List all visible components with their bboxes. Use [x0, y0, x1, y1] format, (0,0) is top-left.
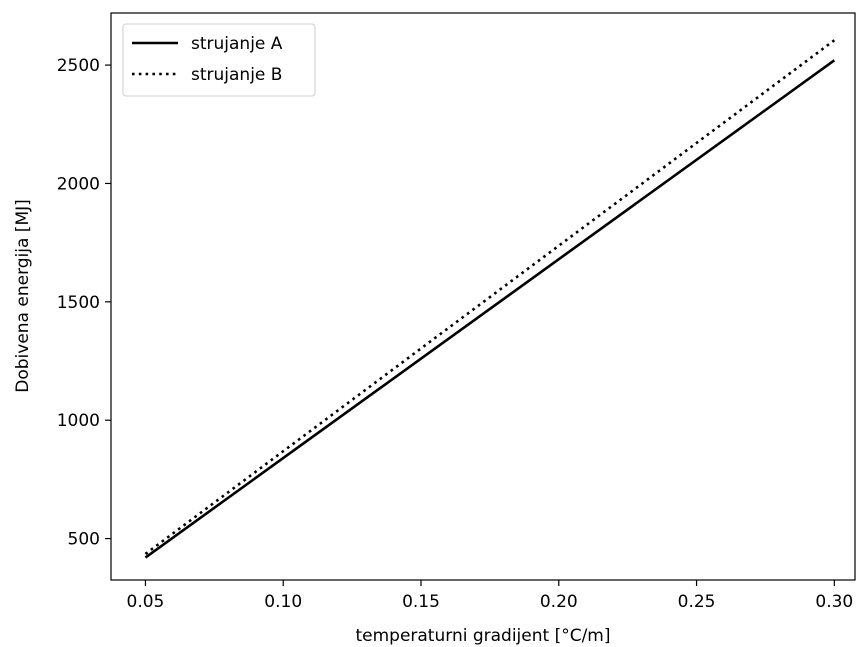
series-layer	[144, 39, 836, 559]
y-tick-label: 1000	[57, 411, 100, 431]
y-tick-label: 1500	[57, 293, 100, 313]
y-axis-label: Dobivena energija [MJ]	[13, 199, 33, 393]
plot-frame	[110, 12, 856, 581]
series-line-strujanje-b	[144, 39, 836, 556]
x-axis-label: temperaturni gradijent [°C/m]	[355, 626, 610, 646]
legend-label-strujanje-b: strujanje B	[191, 65, 282, 85]
ticks-layer: 0.05 0.10 0.15 0.20 0.25 0.30 500 1000 1500 2000 2…	[57, 56, 854, 612]
y-tick-label: 500	[68, 530, 100, 550]
x-tick-label: 0.30	[815, 592, 853, 612]
x-tick-label: 0.10	[264, 592, 302, 612]
x-tick-label: 0.05	[127, 592, 165, 612]
series-line-strujanje-a	[144, 59, 836, 559]
y-tick-label: 2500	[57, 56, 100, 76]
x-tick-label: 0.25	[678, 592, 716, 612]
legend: strujanje A strujanje B	[122, 23, 316, 97]
x-tick-label: 0.15	[402, 592, 440, 612]
x-tick-label: 0.20	[540, 592, 578, 612]
legend-label-strujanje-a: strujanje A	[191, 34, 283, 54]
y-tick-label: 2000	[57, 174, 100, 194]
plot-area	[111, 13, 855, 580]
